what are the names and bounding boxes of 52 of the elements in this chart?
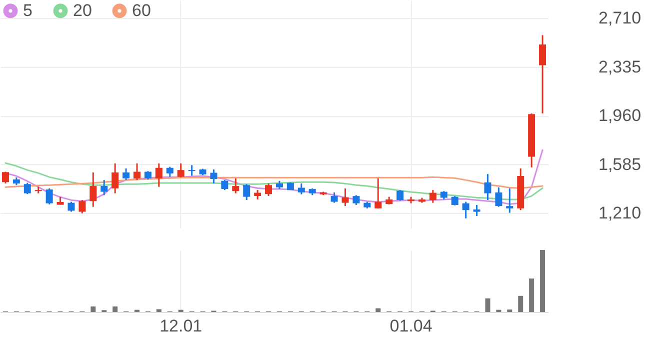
candlestick — [2, 170, 9, 184]
candlestick — [429, 189, 436, 204]
y-tick-label: 1,960 — [598, 106, 642, 126]
candlestick — [495, 186, 502, 208]
y-tick-label: 1,210 — [598, 204, 642, 223]
bar — [485, 298, 490, 312]
candlestick — [210, 168, 218, 184]
candlestick — [243, 183, 250, 201]
candlestick — [451, 195, 458, 206]
candlestick — [539, 34, 546, 114]
candlestick — [473, 204, 480, 217]
candlestick — [374, 178, 382, 210]
candlestick — [78, 199, 86, 214]
legend-label: 20 — [73, 0, 92, 20]
bar — [540, 250, 546, 312]
candlestick — [330, 192, 338, 204]
y-tick-label: 2,710 — [598, 8, 642, 28]
bar — [112, 306, 118, 312]
bar — [90, 306, 96, 312]
candlestick — [134, 162, 140, 181]
bar — [156, 309, 162, 312]
legend-label: 60 — [132, 0, 151, 20]
candlestick — [254, 189, 262, 200]
candlestick — [166, 166, 174, 178]
candlestick — [396, 189, 404, 202]
bar — [529, 278, 534, 312]
candlestick — [352, 194, 360, 206]
candlestick — [24, 182, 31, 195]
x-tick-label: 01.04 — [390, 316, 432, 336]
candlestick — [265, 182, 272, 197]
candlestick — [122, 168, 130, 181]
y-tick-label: 2,335 — [598, 57, 642, 76]
candlestick — [232, 178, 240, 194]
candlestick — [90, 172, 97, 208]
candlestick — [462, 201, 470, 220]
candlestick — [506, 188, 514, 214]
candlestick — [112, 162, 119, 194]
y-tick-label: 1,585 — [598, 154, 642, 174]
bar — [376, 308, 381, 312]
candlestick — [342, 188, 349, 207]
candlestick — [177, 162, 184, 178]
candlestick — [484, 173, 492, 201]
bar — [518, 296, 524, 312]
candlestick — [68, 201, 75, 213]
x-tick-label: 12.01 — [160, 316, 202, 336]
candlestick — [188, 164, 196, 177]
candlestick — [221, 179, 228, 191]
candlestick — [100, 179, 108, 196]
candlestick — [298, 182, 305, 196]
candlestick — [46, 188, 53, 206]
candlestick — [155, 162, 162, 188]
legend-label: 5 — [23, 0, 32, 20]
